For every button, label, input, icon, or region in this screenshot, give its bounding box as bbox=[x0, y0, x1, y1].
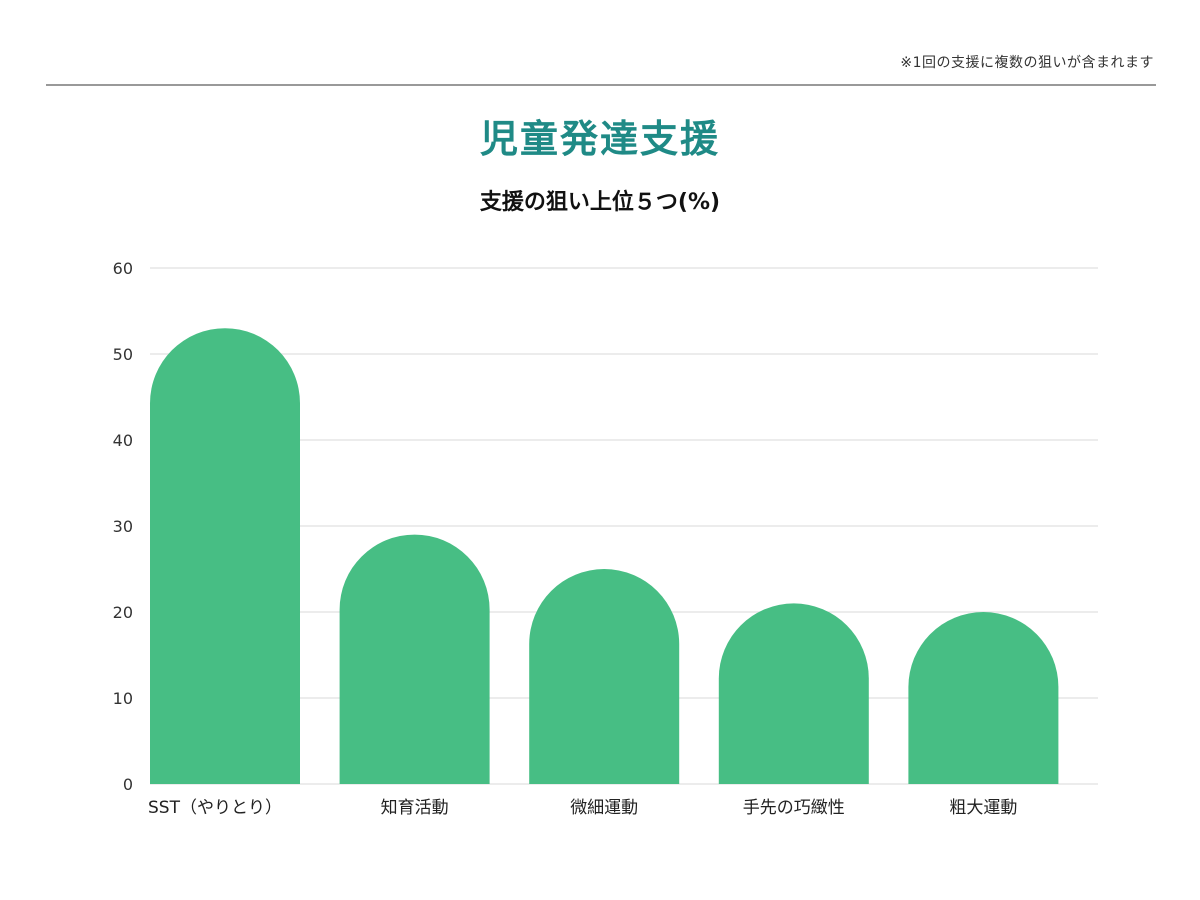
bars bbox=[150, 328, 1059, 784]
y-tick-label: 40 bbox=[113, 431, 133, 450]
bar bbox=[529, 569, 680, 784]
bar bbox=[339, 534, 490, 784]
header-divider bbox=[46, 84, 1156, 86]
y-tick-label: 50 bbox=[113, 345, 133, 364]
bar bbox=[908, 612, 1059, 784]
y-tick-label: 30 bbox=[113, 517, 133, 536]
x-category-label: 微細運動 bbox=[570, 798, 638, 818]
y-tick-label: 60 bbox=[113, 259, 133, 278]
y-tick-label: 20 bbox=[113, 603, 133, 622]
y-axis-ticks: 0 10 20 30 40 50 60 bbox=[113, 259, 133, 794]
y-tick-label: 10 bbox=[113, 689, 133, 708]
bar bbox=[150, 328, 300, 784]
x-axis-labels: SST（やりとり） 知育活動 微細運動 手先の巧緻性 粗大運動 bbox=[148, 798, 1017, 818]
chart-title: 支援の狙い上位５つ(%) bbox=[479, 190, 721, 215]
x-category-label: 手先の巧緻性 bbox=[743, 798, 845, 818]
footnote: ※1回の支援に複数の狙いが含まれます bbox=[900, 55, 1154, 71]
x-category-label: SST（やりとり） bbox=[148, 798, 282, 818]
x-category-label: 知育活動 bbox=[381, 798, 449, 818]
x-category-label: 粗大運動 bbox=[949, 798, 1017, 818]
y-tick-label: 0 bbox=[123, 775, 133, 794]
page-title: 児童発達支援 bbox=[479, 117, 720, 161]
bar bbox=[718, 603, 869, 784]
